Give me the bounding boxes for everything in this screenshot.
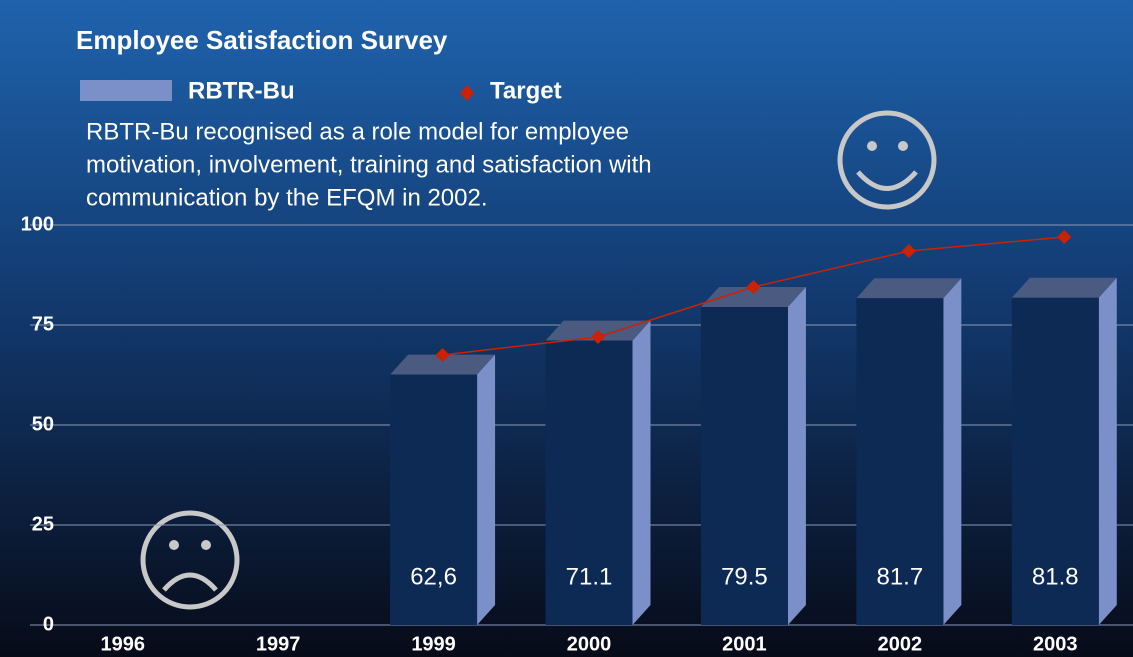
happy-face [837,110,937,210]
y-tick-label: 75 [32,313,54,335]
y-tick-label: 50 [32,413,54,435]
legend-label: Target [490,77,562,104]
bar [390,374,478,625]
x-tick-label: 2000 [567,633,612,655]
value-label: 81.8 [1032,563,1079,590]
y-tick-label: 25 [32,513,54,535]
target-marker [591,330,605,344]
value-label: 62,6 [410,563,457,590]
x-tick-label: 2003 [1033,633,1078,655]
x-tick-label: 2002 [878,633,923,655]
y-tick-label: 100 [21,213,54,235]
target-marker [1057,230,1072,244]
bar [856,298,944,625]
x-tick-label: 2001 [722,633,767,655]
target-marker [435,348,450,362]
x-tick-label: 1997 [256,633,301,655]
bar-top [390,354,496,375]
legend-swatch [80,80,172,101]
chart-title: Employee Satisfaction Survey [76,25,448,55]
legend-label: RBTR-Bu [188,77,295,104]
x-tick-label: 1999 [411,633,456,655]
value-label: 71.1 [566,563,613,590]
bar-side [1098,277,1117,625]
value-label: 79.5 [721,563,768,590]
sad-face [140,510,240,610]
target-marker [746,280,761,294]
legend-marker [460,85,474,101]
annotation: communication by the EFQM in 2002. [86,184,488,211]
bar-side [787,287,806,625]
annotation: RBTR-Bu recognised as a role model for e… [86,118,629,145]
y-tick-label: 0 [43,613,54,635]
bar-top [700,287,806,307]
bar [1011,297,1099,625]
bar-side [943,278,962,625]
bar-side [632,320,651,625]
x-tick-label: 1996 [100,633,145,655]
annotation: motivation, involvement, training and sa… [86,151,652,178]
bar [700,307,788,625]
bar-side [477,354,496,625]
bar-top [1011,277,1117,298]
value-label: 81.7 [876,563,923,590]
target-marker [901,244,916,258]
bar [545,340,633,625]
bar-top [856,278,962,299]
